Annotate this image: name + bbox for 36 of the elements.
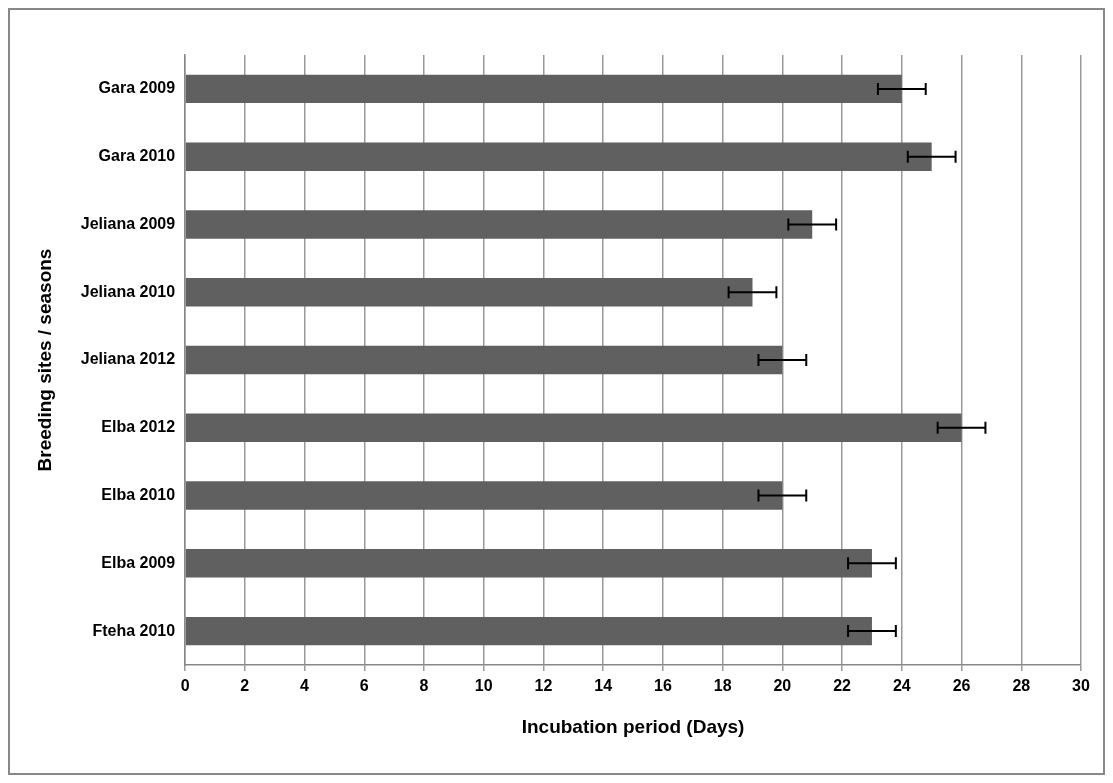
x-tick-label: 22 [833, 677, 852, 695]
y-tick-label: Elba 2010 [101, 485, 176, 503]
x-tick-label: 4 [300, 677, 310, 695]
x-tick-label: 18 [713, 677, 732, 695]
x-tick-label: 28 [1012, 677, 1031, 695]
x-tick-label: 24 [892, 677, 911, 695]
y-tick-label: Jeliana 2012 [80, 350, 176, 368]
bar [185, 413, 962, 443]
bar [185, 345, 783, 375]
x-tick-label: 16 [654, 677, 672, 695]
bar [185, 142, 932, 171]
x-tick-label: 26 [952, 677, 971, 695]
y-tick-label: Elba 2012 [101, 418, 176, 436]
bar [185, 74, 902, 104]
y-tick-label: Jeliana 2010 [80, 282, 176, 300]
bar [185, 481, 783, 510]
x-tick-label: 14 [594, 677, 613, 695]
x-tick-label: 6 [359, 677, 369, 695]
bar [185, 277, 753, 307]
x-tick-label: 10 [474, 677, 493, 695]
x-tick-label: 20 [773, 677, 792, 695]
y-tick-label: Jeliana 2009 [80, 214, 176, 232]
y-tick-label: Gara 2010 [98, 147, 176, 165]
x-tick-label: 0 [180, 677, 190, 695]
x-tick-label: 30 [1072, 677, 1090, 695]
x-tick-label: 8 [419, 677, 429, 695]
bar [185, 210, 813, 239]
x-tick-label: 12 [534, 677, 553, 695]
y-tick-label: Gara 2009 [98, 79, 176, 97]
bar [185, 549, 872, 578]
y-tick-label: Elba 2009 [101, 553, 176, 571]
y-tick-label: Fteha 2010 [92, 621, 176, 639]
y-axis-title: Breeding sites / seasons [33, 248, 55, 472]
bar [185, 616, 872, 646]
x-axis-title: Incubation period (Days) [521, 715, 745, 737]
x-tick-label: 2 [240, 677, 250, 695]
